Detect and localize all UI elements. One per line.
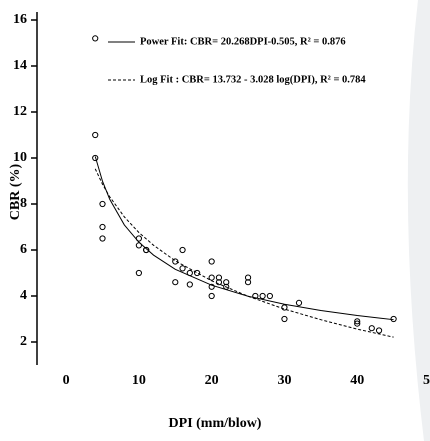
y-tick-label: 2 <box>20 334 27 349</box>
data-point <box>208 274 215 281</box>
watermark <box>407 0 430 441</box>
data-point <box>135 269 142 277</box>
y-tick-label: 10 <box>13 150 27 165</box>
data-point <box>99 235 106 242</box>
data-point <box>143 246 150 254</box>
data-point <box>194 269 201 277</box>
legend-label: Power Fit: CBR= 20.268DPI-0.505, R² = 0.… <box>140 36 346 47</box>
data-point <box>172 279 179 286</box>
fit-line <box>94 168 394 338</box>
x-tick-label: 40 <box>350 373 364 388</box>
x-tick-label: 10 <box>132 373 146 388</box>
x-axis-label: DPI (mm/blow) <box>169 416 262 431</box>
data-point <box>92 35 99 42</box>
data-point <box>375 327 383 334</box>
data-point <box>244 279 252 286</box>
data-point <box>186 281 193 288</box>
data-point <box>208 283 215 290</box>
data-point <box>354 318 361 325</box>
data-point <box>266 292 273 300</box>
x-tick-label: 0 <box>63 373 70 388</box>
y-tick-label: 4 <box>20 288 27 303</box>
y-tick-label: 14 <box>13 58 27 73</box>
data-point <box>99 200 106 208</box>
y-tick-label: 6 <box>20 242 27 257</box>
data-point <box>354 320 361 327</box>
data-point <box>99 223 106 231</box>
data-point <box>244 274 252 281</box>
legend-label: Log Fit : CBR= 13.732 - 3.028 log(DPI), … <box>140 74 366 85</box>
data-point <box>208 258 215 265</box>
fit-line <box>94 156 394 321</box>
y-axis-label: CBR (%) <box>8 163 23 220</box>
data-point <box>295 299 303 306</box>
x-tick-label: 50 <box>423 373 430 388</box>
data-point <box>215 279 223 286</box>
x-tick-label: 20 <box>205 373 219 388</box>
data-point <box>92 131 99 139</box>
data-point <box>92 154 99 162</box>
data-point <box>281 315 288 323</box>
data-point <box>223 279 230 286</box>
x-tick-label: 30 <box>277 373 291 388</box>
data-point <box>215 274 223 281</box>
y-tick-label: 16 <box>13 12 27 27</box>
data-point <box>172 258 179 265</box>
data-point <box>179 246 186 254</box>
data-point <box>179 265 186 272</box>
y-tick-label: 12 <box>13 104 27 119</box>
data-point <box>368 325 375 332</box>
data-point <box>208 292 215 300</box>
data-point <box>259 292 266 300</box>
y-tick-label: 8 <box>20 196 27 211</box>
data-point <box>281 304 288 311</box>
